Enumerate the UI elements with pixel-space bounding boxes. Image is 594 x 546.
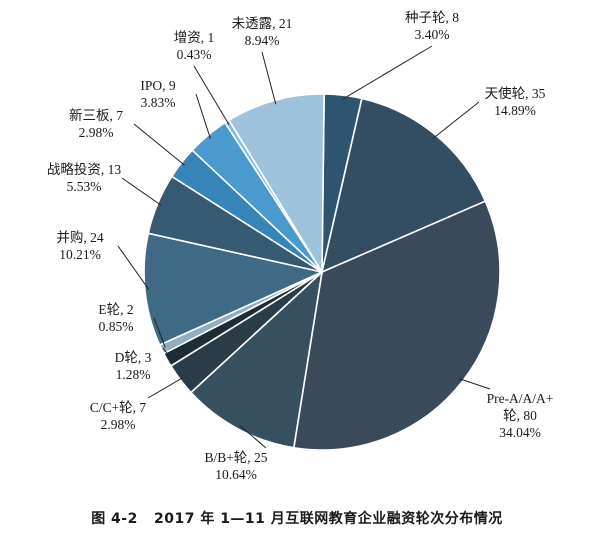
leader-line-4 [239,424,267,449]
slice-label-9: 战略投资, 13 5.53% [47,162,121,194]
slice-label-5: C/C+轮, 7 2.98% [90,400,147,432]
slice-label-7: E轮, 2 0.85% [98,302,133,334]
leader-line-13 [261,51,277,105]
slice-percent: 2.98% [101,417,136,432]
slice-name: D轮, 3 [115,350,152,365]
slice-percent: 1.28% [116,367,151,382]
leader-lines [117,45,491,449]
pie-slice-3 [292,200,501,451]
pie-slice-2 [320,97,487,274]
slice-label-6: D轮, 3 1.28% [115,350,152,382]
leader-line-2 [432,101,480,139]
slice-percent: 14.89% [494,103,536,118]
slice-label-10: 新三板, 7 2.98% [69,108,123,140]
leader-line-7 [153,317,166,348]
slice-label-1: 种子轮, 8 3.40% [405,10,459,42]
pie-chart-svg: 种子轮, 8 3.40% 天使轮, 35 14.89% Pre-A/A/A+ 轮, 80 3… [47,10,554,482]
leader-line-6 [162,347,172,359]
slice-label-2: 天使轮, 35 14.89% [485,85,546,118]
slice-name: 战略投资, 13 [47,162,121,177]
slice-percent: 5.53% [67,179,102,194]
slice-name: E轮, 2 [98,302,133,317]
pie-slices [143,93,501,451]
slice-label-4: B/B+轮, 25 10.64% [204,450,267,482]
slice-name: 新三板, 7 [69,108,123,123]
leader-line-10 [133,123,185,166]
leader-line-11 [195,93,211,139]
leader-line-8 [117,245,150,290]
slice-percent: 3.83% [141,95,176,110]
slice-name: 种子轮, 8 [405,10,459,25]
figure-caption: 图 4-2 2017 年 1—11 月互联网教育企业融资轮次分布情况 [91,511,503,527]
slice-label-12: 增资, 1 0.43% [174,30,215,62]
leader-line-12 [193,65,230,126]
pie-chart: 种子轮, 8 3.40% 天使轮, 35 14.89% Pre-A/A/A+ 轮, 80 3… [47,10,554,482]
slice-name: Pre-A/A/A+ [487,391,554,406]
slice-percent: 0.43% [177,47,212,62]
slice-name: B/B+轮, 25 [204,450,267,465]
slice-label-13: 未透露, 21 8.94% [232,16,293,48]
slice-name: 并购, 24 [56,230,103,245]
slice-percent: 0.85% [99,319,134,334]
slice-label-3: Pre-A/A/A+ 轮, 80 34.04% [487,391,554,440]
pie-slice-4 [189,269,324,449]
leader-line-9 [121,177,162,206]
slice-label-11: IPO, 9 3.83% [140,78,176,110]
slice-percent: 34.04% [499,425,541,440]
slice-name: IPO, 9 [140,78,176,93]
slice-name: 天使轮, 35 [485,85,546,101]
leader-line-5 [147,376,184,399]
slice-labels: 种子轮, 8 3.40% 天使轮, 35 14.89% Pre-A/A/A+ 轮, 80 3… [47,10,554,482]
slice-name: 轮, 80 [503,408,537,423]
slice-percent: 2.98% [79,125,114,140]
slice-percent: 10.64% [215,467,257,482]
pie-slice-8 [143,232,325,347]
slice-percent: 10.21% [59,247,101,262]
slice-label-8: 并购, 24 10.21% [56,230,103,262]
slice-name: C/C+轮, 7 [90,400,147,415]
leader-line-3 [459,378,491,390]
slice-percent: 8.94% [245,33,280,48]
slice-percent: 3.40% [415,27,450,42]
leader-line-1 [342,45,433,100]
slice-name: 增资, 1 [174,30,215,45]
slice-name: 未透露, 21 [232,16,293,31]
